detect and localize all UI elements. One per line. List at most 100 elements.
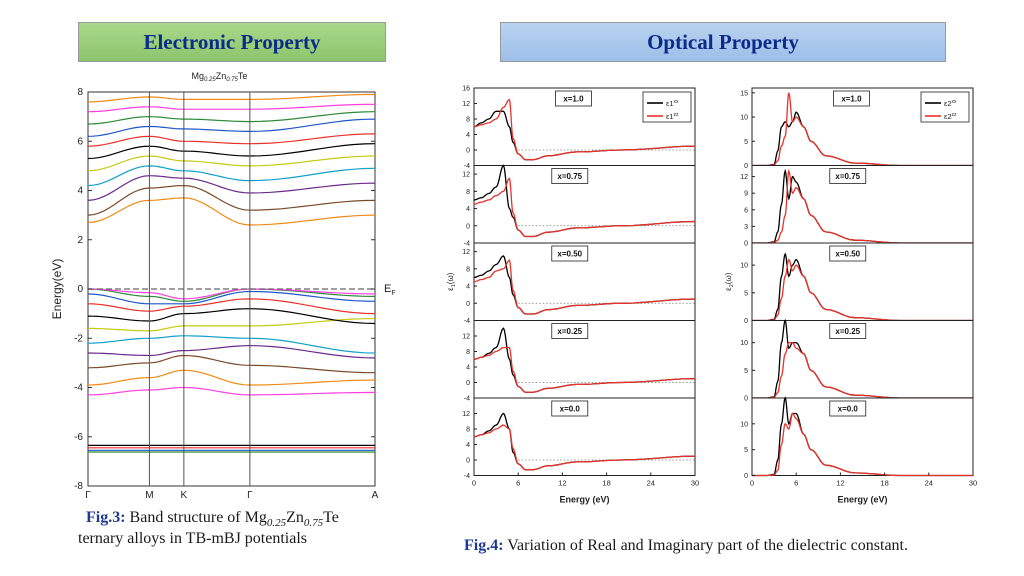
eps2-y-tick-label: 12 (740, 174, 748, 181)
eps2-panel-label-box (829, 245, 867, 262)
fig4-label: Fig.4: (464, 537, 504, 554)
eps2-x-axis-label: Energy (eV) (837, 495, 887, 505)
y-tick-label: -6 (74, 432, 83, 443)
eps1-y-tick-label: 0 (466, 223, 470, 230)
y-tick-label: -2 (74, 333, 83, 344)
eps1-panel-label-box (555, 90, 592, 107)
eps2-y-axis-sub: 2 (729, 284, 735, 287)
eps2-y-tick-label: 6 (744, 207, 748, 214)
band-chart-title-part: 0.75 (226, 77, 238, 83)
y-tick-label: 2 (77, 235, 83, 246)
eps2-panel-label: x=1.0 (841, 95, 862, 104)
fig3-mid: Zn (286, 509, 304, 526)
eps1-panel-label-box (551, 323, 589, 339)
eps1-series-zz (473, 346, 696, 393)
eps1-series-zz (473, 98, 696, 161)
eps1-panel-label: x=0.0 (560, 405, 581, 414)
band-chart-title-part: Zn (216, 71, 227, 81)
eps1-y-tick-label: 4 (466, 442, 470, 449)
eps1-y-tick-label: 12 (462, 334, 470, 341)
fig3-text-a: Band structure of Mg (129, 509, 267, 526)
eps1-panel-label-box (551, 168, 589, 184)
eps2-y-axis-label: ε2(ω) (724, 272, 735, 291)
eps1-panel-label: x=0.50 (557, 250, 582, 259)
eps1-y-tick-label: 0 (466, 458, 470, 465)
eps2-y-tick-label: 5 (744, 290, 748, 297)
eps2-y-tick-label: 5 (744, 139, 748, 146)
eps1-y-axis-sub: 1 (451, 284, 457, 287)
eps2-series-zz (752, 412, 973, 477)
fig3-caption: Fig.3: Band structure of Mg0.25Zn0.75Te (86, 509, 339, 529)
kpoint-label: K (181, 490, 188, 500)
eps1-panel-label-box (551, 400, 589, 417)
fermi-level-label: EF (384, 283, 396, 297)
eps2-y-tick-label: 15 (740, 90, 748, 97)
eps1-y-tick-label: -4 (464, 163, 470, 170)
eps1-y-axis-rest: (ω) (446, 272, 455, 284)
eps1-x-tick-label: 18 (602, 479, 610, 488)
fig3-sub1: 0.25 (266, 517, 287, 530)
eps2-x-tick-label: 18 (880, 479, 888, 488)
eps1-x-tick-label: 6 (516, 479, 520, 488)
eps2-series-zz (752, 168, 973, 244)
fig3-caption-line2: ternary alloys in TB-mBJ potentials (78, 530, 308, 547)
eps1-y-tick-label: 0 (466, 301, 470, 308)
eps2-x-tick-label: 30 (969, 479, 977, 488)
eps1-panel-label: x=0.75 (557, 172, 582, 181)
fig4-caption: Fig.4: Variation of Real and Imaginary p… (464, 537, 908, 555)
eps1-y-tick-label: 12 (462, 101, 470, 108)
eps1-panel-label: x=0.25 (557, 327, 582, 336)
eps1-panel-label: x=1.0 (563, 95, 584, 104)
kpoint-label: M (145, 490, 153, 500)
band-y-axis-label: Energy(eV) (50, 259, 64, 320)
eps1-x-tick-label: 24 (647, 479, 655, 488)
eps1-legend-label: ε1xx (666, 99, 679, 108)
eps1-y-tick-label: -4 (464, 396, 470, 403)
eps2-panel-label-box (829, 400, 867, 417)
eps1-y-tick-label: 8 (466, 117, 470, 124)
eps2-panel-label: x=0.50 (835, 250, 860, 259)
eps2-panel-label: x=0.75 (835, 172, 860, 181)
kpoint-label: Γ (85, 490, 91, 500)
eps1-legend-sup: zz (674, 112, 680, 118)
fig3-label: Fig.3: (86, 509, 126, 526)
optical-property-header: Optical Property (500, 22, 946, 62)
eps1-y-tick-label: 4 (466, 365, 470, 372)
eps2-y-tick-label: 10 (740, 421, 748, 428)
eps2-x-tick-label: 6 (794, 479, 798, 488)
eps1-y-tick-label: 8 (466, 189, 470, 196)
eps2-y-tick-label: 9 (744, 191, 748, 198)
electronic-property-header: Electronic Property (78, 22, 386, 62)
eps1-x-tick-label: 0 (472, 479, 476, 488)
eps2-y-tick-label: 3 (744, 224, 748, 231)
eps2-y-tick-label: 0 (744, 396, 748, 403)
eps1-y-tick-label: 0 (466, 380, 470, 387)
eps1-legend-box (642, 91, 692, 123)
band-chart-title-part: 0.25 (204, 77, 216, 83)
eps1-y-tick-label: 8 (466, 349, 470, 356)
eps1-y-tick-label: 16 (462, 86, 470, 93)
eps1-legend-label: ε1zz (666, 112, 679, 121)
y-tick-label: 6 (77, 136, 83, 147)
eps1-x-tick-label: 30 (691, 479, 699, 488)
eps2-panel-label: x=0.25 (835, 327, 860, 336)
eps2-series-zz (752, 92, 973, 167)
eps1-y-tick-label: 8 (466, 427, 470, 434)
eps2-y-tick-label: 0 (744, 241, 748, 248)
eps1-y-tick-label: 12 (462, 411, 470, 418)
y-tick-label: 0 (77, 284, 83, 295)
eps2-legend-sup: xx (952, 99, 958, 105)
fig3-end: Te (323, 509, 339, 526)
eps2-x-tick-label: 12 (836, 479, 844, 488)
band-chart-title-part: Mg (192, 71, 205, 81)
eps1-y-tick-label: -4 (464, 241, 470, 248)
eps2-y-tick-label: 10 (740, 115, 748, 122)
eps2-y-tick-label: 0 (744, 473, 748, 480)
fig3-sub2: 0.75 (303, 517, 324, 530)
eps2-y-axis-rest: (ω) (724, 272, 733, 284)
eps2-y-tick-label: 0 (744, 163, 748, 170)
eps2-series-zz (752, 341, 973, 399)
y-tick-label: 4 (77, 186, 83, 197)
fermi-level-subscript: F (391, 290, 395, 297)
